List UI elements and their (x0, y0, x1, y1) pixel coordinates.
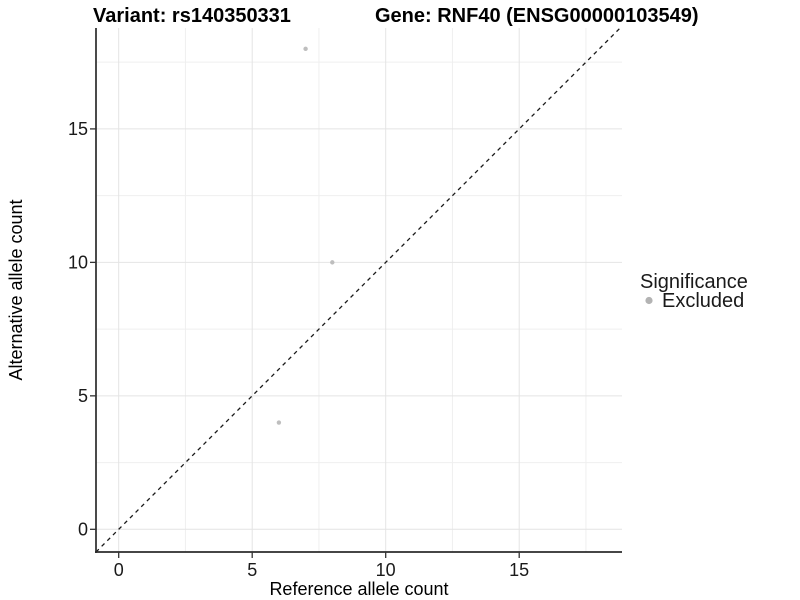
data-point (276, 420, 282, 425)
x-tick-label: 15 (509, 560, 529, 580)
x-tick-label: 10 (376, 560, 396, 580)
axis-tick-marks (90, 128, 520, 558)
x-tick-label: 0 (114, 560, 124, 580)
identity-line (95, 27, 621, 553)
y-tick-label: 10 (68, 252, 88, 272)
x-tick-label: 5 (247, 560, 257, 580)
legend-title: Significance (640, 271, 748, 293)
y-tick-labels: 0 5 10 15 (68, 119, 88, 539)
y-axis-label: Alternative allele count (6, 199, 26, 380)
data-point (303, 46, 308, 52)
legend: Significance Excluded (640, 271, 748, 312)
legend-item-excluded: Excluded (662, 290, 744, 312)
y-tick-label: 0 (78, 519, 88, 539)
y-tick-label: 5 (78, 386, 88, 406)
data-point (330, 260, 335, 265)
grid-minor-lines (96, 28, 622, 552)
plot-title-gene: Gene: RNF40 (ENSG00000103549) (375, 5, 699, 27)
legend-key-dot-icon (645, 296, 653, 305)
grid-major-lines (96, 28, 622, 552)
y-tick-label: 15 (68, 119, 88, 139)
x-tick-labels: 0 5 10 15 (114, 560, 530, 580)
x-axis-label: Reference allele count (269, 579, 448, 599)
data-points (276, 46, 335, 425)
axis-lines (95, 28, 622, 553)
plot-title-variant: Variant: rs140350331 (93, 5, 291, 27)
